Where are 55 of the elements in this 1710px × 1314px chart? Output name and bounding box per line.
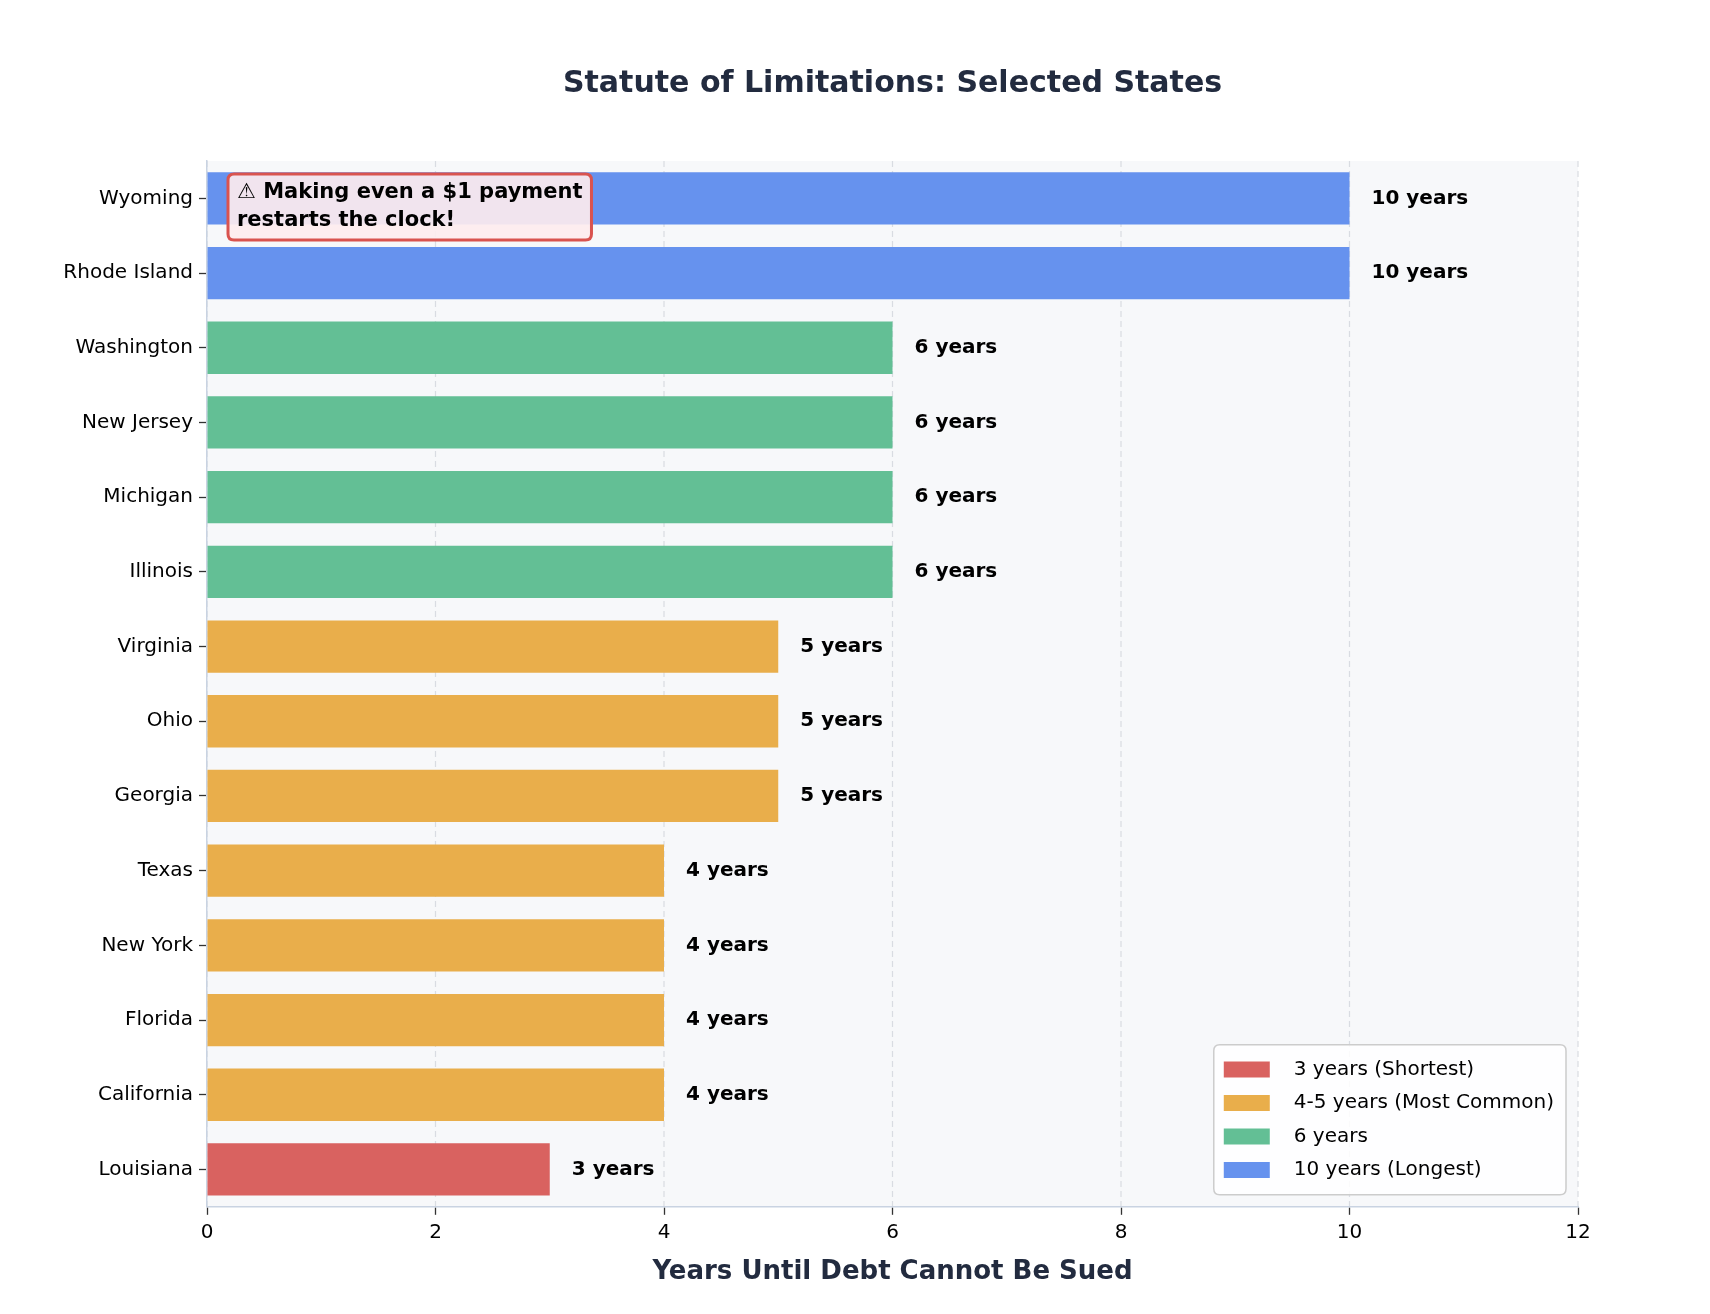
y-tick-label: Florida bbox=[124, 1006, 193, 1031]
data-label: 6 years bbox=[914, 558, 998, 583]
bar bbox=[207, 769, 779, 823]
data-label: 4 years bbox=[686, 1080, 769, 1105]
x-tick-label: 8 bbox=[1114, 1219, 1128, 1243]
bar bbox=[207, 620, 779, 673]
y-tick-label: Michigan bbox=[103, 483, 193, 508]
x-tick-label: 12 bbox=[1565, 1219, 1591, 1243]
bar bbox=[207, 396, 893, 449]
y-tick-label: New Jersey bbox=[82, 408, 194, 433]
x-tick-label: 6 bbox=[886, 1219, 899, 1243]
bar bbox=[207, 246, 1350, 300]
x-axis-title: Years Until Debt Cannot Be Sued bbox=[651, 1255, 1133, 1286]
data-label: 5 years bbox=[800, 707, 883, 732]
x-tick-label: 10 bbox=[1336, 1219, 1363, 1243]
chart-title: Statute of Limitations: Selected States bbox=[562, 63, 1223, 99]
data-label: 3 years bbox=[571, 1155, 655, 1180]
y-tick-label: Ohio bbox=[146, 707, 193, 732]
bar bbox=[207, 1143, 550, 1196]
data-label: 6 years bbox=[914, 483, 998, 508]
bar bbox=[207, 1068, 664, 1121]
data-label: 4 years bbox=[686, 1006, 769, 1031]
data-label: 10 years bbox=[1371, 259, 1469, 284]
y-tick-label: Texas bbox=[136, 856, 193, 881]
y-tick-label: New York bbox=[101, 931, 194, 956]
y-tick-label: Louisiana bbox=[98, 1155, 193, 1180]
bar bbox=[207, 545, 893, 598]
bar bbox=[207, 471, 893, 524]
data-label: 10 years bbox=[1371, 184, 1469, 209]
legend-label: 4-5 years (Most Common) bbox=[1293, 1089, 1554, 1114]
data-label: 5 years bbox=[800, 782, 883, 807]
y-tick-label: Virginia bbox=[117, 632, 193, 657]
legend-label: 3 years (Shortest) bbox=[1293, 1055, 1475, 1080]
data-label: 5 years bbox=[800, 632, 883, 657]
annotation: ⚠ Making even a $1 payment restarts the clock! bbox=[237, 179, 583, 232]
y-tick-label: Rhode Island bbox=[63, 259, 193, 284]
data-label: 6 years bbox=[914, 408, 998, 433]
legend-label: 10 years (Longest) bbox=[1293, 1156, 1482, 1181]
x-tick-label: 0 bbox=[200, 1219, 214, 1243]
bar bbox=[207, 695, 779, 748]
data-label: 4 years bbox=[686, 856, 769, 881]
x-tick-label: 4 bbox=[657, 1219, 671, 1243]
data-label: 6 years bbox=[914, 333, 998, 358]
bar bbox=[207, 321, 893, 374]
y-tick-label: Wyoming bbox=[99, 184, 193, 209]
y-tick-label: California bbox=[98, 1080, 193, 1105]
x-tick-label: 2 bbox=[429, 1219, 442, 1243]
legend-label: 6 years bbox=[1293, 1122, 1368, 1147]
data-label: 4 years bbox=[686, 931, 769, 956]
bar bbox=[207, 844, 664, 897]
y-tick-label: Georgia bbox=[114, 782, 193, 807]
y-tick-label: Washington bbox=[75, 333, 193, 358]
bar bbox=[207, 919, 664, 972]
y-tick-label: Illinois bbox=[129, 558, 193, 583]
bar bbox=[207, 993, 664, 1047]
